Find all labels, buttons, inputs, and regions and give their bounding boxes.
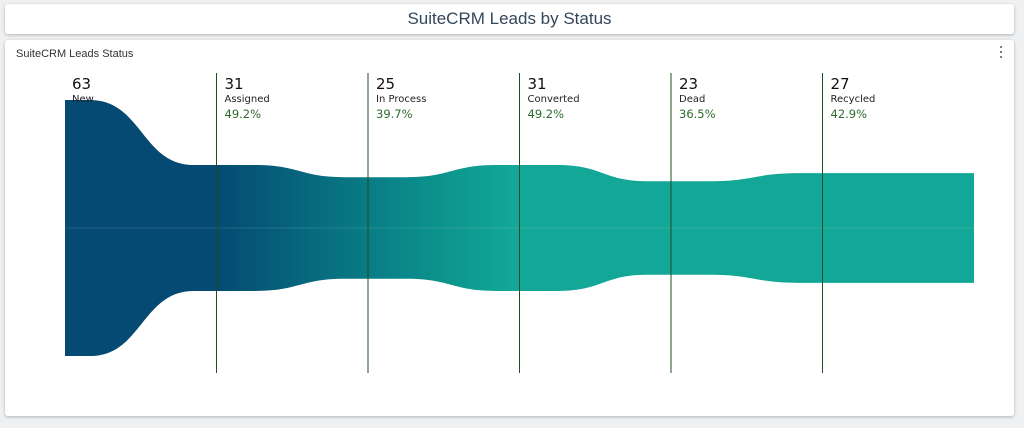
stage-count: 63 bbox=[72, 75, 92, 93]
panel-title: SuiteCRM Leads Status bbox=[16, 48, 134, 60]
stage-count: 27 bbox=[830, 75, 850, 93]
stage-count: 23 bbox=[679, 75, 699, 93]
stage-percent: 49.2% bbox=[224, 107, 262, 121]
stage-percent: 36.5% bbox=[679, 107, 716, 121]
stage-count: 25 bbox=[376, 75, 396, 93]
stage-label-new: 63 New bbox=[72, 75, 212, 107]
stage-percent: 49.2% bbox=[527, 107, 565, 121]
stage-name: In Process bbox=[376, 94, 427, 105]
stage-name: Dead bbox=[679, 94, 706, 105]
stage-count: 31 bbox=[224, 75, 244, 93]
stage-name: Assigned bbox=[224, 94, 270, 105]
stage-label-recycled: 27 Recycled 42.9% bbox=[831, 75, 971, 122]
stage-label-dead: 23 Dead 36.5% bbox=[679, 75, 819, 122]
stage-label-in-process: 25 In Process 39.7% bbox=[376, 75, 516, 122]
kebab-menu-icon[interactable] bbox=[996, 46, 1006, 58]
dashboard-title-card: SuiteCRM Leads by Status bbox=[5, 4, 1014, 34]
stage-name: New bbox=[72, 94, 94, 105]
stage-count: 31 bbox=[527, 75, 547, 93]
stage-name: Recycled bbox=[830, 94, 876, 105]
stage-percent: 42.9% bbox=[830, 107, 868, 121]
stage-name: Converted bbox=[527, 94, 580, 105]
page-title: SuiteCRM Leads by Status bbox=[407, 9, 612, 28]
stage-percent: 39.7% bbox=[376, 107, 413, 121]
stage-label-assigned: 31 Assigned 49.2% bbox=[225, 75, 365, 122]
stage-label-converted: 31 Converted 49.2% bbox=[528, 75, 668, 122]
